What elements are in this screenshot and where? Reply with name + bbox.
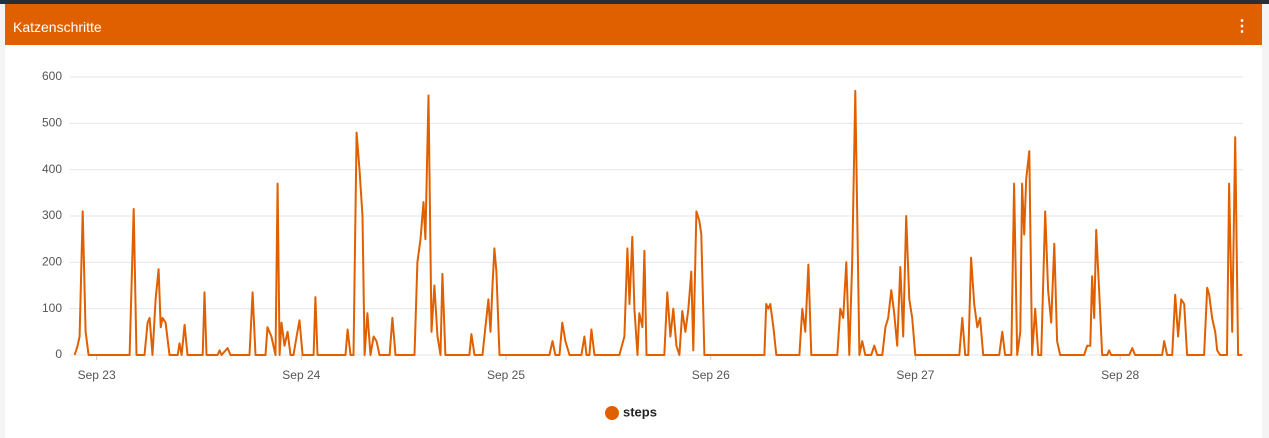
card-title: Katzenschritte: [13, 19, 102, 35]
y-tick-label: 500: [42, 116, 62, 130]
x-tick-label: Sep 28: [1101, 368, 1139, 382]
legend-marker: [605, 406, 619, 420]
y-tick-label: 600: [42, 69, 62, 83]
y-tick-label: 0: [55, 347, 62, 361]
top-bar: [0, 0, 1269, 4]
card-header: Katzenschritte ⋮: [5, 4, 1262, 45]
menu-button[interactable]: ⋮: [1234, 18, 1250, 35]
line: [73, 89, 1243, 356]
x-tick-label: Sep 24: [282, 368, 320, 382]
card: Katzenschritte ⋮: [5, 4, 1262, 438]
y-tick-label: 400: [42, 162, 62, 176]
y-tick-label: 300: [42, 208, 62, 222]
x-tick-label: Sep 25: [487, 368, 525, 382]
x-tick-label: Sep 27: [896, 368, 934, 382]
x-tick-label: Sep 23: [78, 368, 116, 382]
y-tick-label: 100: [42, 301, 62, 315]
x-tick-label: Sep 26: [692, 368, 730, 382]
legend-label: steps: [623, 404, 657, 419]
y-tick-label: 200: [42, 255, 62, 269]
